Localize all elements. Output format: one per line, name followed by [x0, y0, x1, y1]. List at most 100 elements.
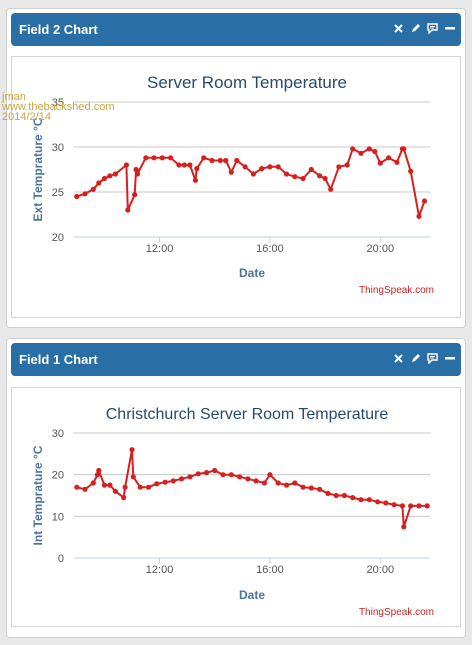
- y-tick-label: 0: [58, 553, 64, 565]
- data-point: [375, 499, 381, 505]
- data-point: [358, 497, 364, 503]
- data-point: [134, 171, 141, 177]
- data-point: [391, 502, 397, 508]
- data-point: [96, 467, 102, 474]
- data-point: [275, 164, 281, 170]
- field-1-header: Field 1 Chart: [11, 343, 461, 376]
- field-2-panel: Field 2 Chart Server Room Temperature 20 2…: [6, 8, 466, 328]
- data-point: [234, 157, 240, 164]
- y-axis-label: Int Temprature °C: [31, 445, 45, 545]
- data-point: [223, 157, 229, 164]
- data-point: [209, 157, 215, 164]
- data-point: [181, 162, 187, 168]
- data-point: [170, 478, 176, 484]
- data-point: [372, 148, 378, 155]
- data-point: [143, 155, 149, 161]
- data-point: [201, 155, 207, 161]
- data-point: [317, 173, 323, 179]
- close-icon[interactable]: [393, 351, 404, 365]
- data-point: [130, 474, 136, 480]
- data-point: [123, 162, 129, 168]
- data-point: [401, 524, 407, 530]
- data-point: [325, 490, 331, 496]
- data-point: [386, 155, 392, 161]
- data-point: [399, 503, 405, 509]
- comment-icon[interactable]: [427, 351, 438, 365]
- data-point: [242, 164, 248, 170]
- data-point: [159, 155, 165, 161]
- data-point: [408, 503, 414, 509]
- data-point: [350, 146, 356, 152]
- x-tick-label: 20:00: [367, 564, 395, 576]
- field-2-header: Field 2 Chart: [11, 13, 461, 46]
- data-point: [162, 479, 168, 485]
- y-tick-label: 20: [52, 470, 64, 482]
- x-tick-label: 16:00: [256, 564, 284, 576]
- field-1-chart-box: Christchurch Server Room Temperature 0 10 2…: [11, 387, 461, 627]
- data-point: [416, 503, 422, 509]
- data-point: [328, 186, 334, 192]
- data-point: [267, 164, 273, 170]
- data-point: [317, 486, 323, 492]
- field-1-icons: [393, 351, 455, 365]
- data-point: [133, 166, 139, 173]
- data-point: [394, 159, 400, 165]
- data-point: [212, 467, 218, 474]
- data-point: [187, 474, 193, 480]
- data-point: [377, 160, 383, 166]
- data-point: [283, 171, 290, 177]
- x-axis-label: Date: [239, 266, 265, 280]
- data-point: [220, 472, 226, 478]
- close-icon[interactable]: [393, 21, 404, 35]
- data-point: [366, 497, 372, 503]
- data-point: [421, 198, 428, 204]
- y-axis-label: Ext Temprature °C: [31, 117, 45, 221]
- data-point: [401, 146, 407, 152]
- data-point: [228, 472, 234, 478]
- comment-icon[interactable]: [427, 21, 438, 35]
- data-point: [176, 162, 182, 168]
- field-2-icons: [393, 21, 455, 35]
- data-point: [125, 207, 131, 213]
- data-point: [154, 481, 160, 487]
- pencil-icon[interactable]: [410, 21, 421, 35]
- data-point: [107, 482, 113, 488]
- credit-link[interactable]: ThingSpeak.com: [359, 285, 434, 296]
- data-point: [121, 495, 127, 501]
- data-point: [107, 173, 113, 179]
- data-point: [194, 166, 200, 172]
- data-point: [112, 488, 118, 494]
- data-point: [168, 155, 174, 161]
- data-point: [228, 169, 234, 175]
- series-line: [76, 147, 426, 221]
- data-point: [408, 168, 414, 174]
- data-point: [74, 193, 80, 200]
- credit-link[interactable]: ThingSpeak.com: [359, 607, 434, 618]
- data-point: [424, 503, 430, 509]
- data-point: [358, 150, 364, 156]
- data-point: [192, 177, 198, 183]
- field-2-title: Field 2 Chart: [19, 22, 98, 37]
- y-tick-label: 35: [52, 97, 64, 109]
- y-tick-label: 20: [52, 232, 64, 244]
- chart-title: Server Room Temperature: [147, 73, 347, 92]
- data-point: [383, 500, 389, 506]
- data-point: [137, 484, 143, 490]
- data-point: [132, 192, 138, 198]
- minimize-icon[interactable]: [444, 351, 455, 365]
- data-point: [308, 166, 314, 173]
- y-tick-label: 25: [52, 187, 64, 199]
- data-point: [350, 495, 356, 501]
- data-point: [129, 447, 135, 453]
- data-point: [112, 171, 118, 177]
- data-point: [333, 492, 339, 499]
- pencil-icon[interactable]: [410, 351, 421, 365]
- data-point: [300, 484, 306, 490]
- chart-title: Christchurch Server Room Temperature: [106, 406, 389, 423]
- data-point: [82, 191, 88, 197]
- minimize-icon[interactable]: [444, 21, 455, 35]
- x-tick-label: 16:00: [256, 243, 284, 255]
- data-point: [151, 155, 157, 161]
- data-point: [74, 484, 80, 490]
- x-axis-label: Date: [239, 588, 265, 602]
